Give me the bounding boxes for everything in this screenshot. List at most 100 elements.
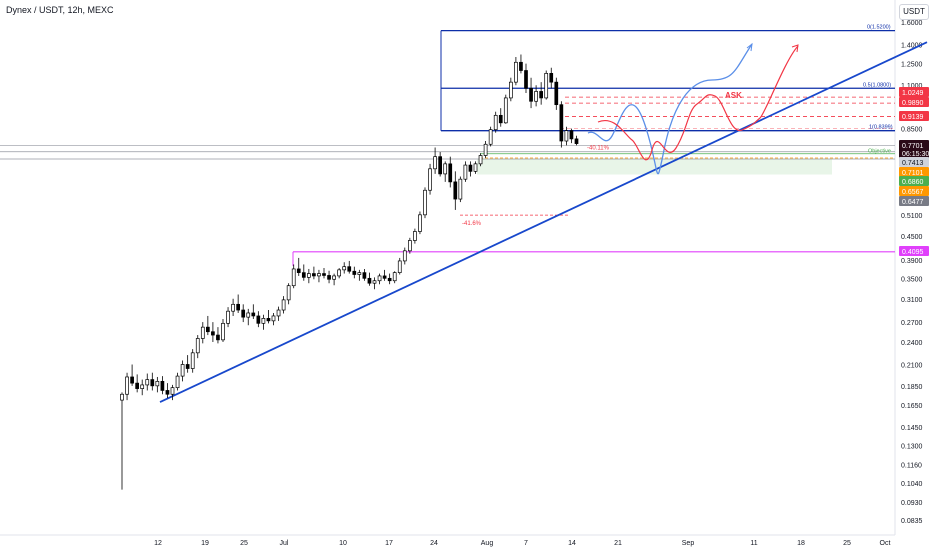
y-tick-label: 0.0930 [901, 500, 923, 507]
candle-body [408, 240, 412, 252]
candle-body [483, 143, 488, 156]
y-tick-label: 0.1040 [901, 481, 923, 488]
candle-body [347, 266, 352, 272]
candle-body [342, 266, 347, 271]
fib-0-label: 0(1.5200) [867, 25, 891, 31]
candle-body [514, 61, 518, 83]
candle-body [200, 326, 205, 339]
candle-body [574, 138, 579, 144]
candle-body [211, 331, 215, 336]
y-tick-label: 0.3500 [901, 276, 923, 283]
candle-body [170, 387, 175, 395]
candle-body [190, 352, 195, 369]
candle-body [332, 275, 336, 280]
candle-body [317, 273, 321, 277]
pct-small-label: -40.11% [587, 145, 610, 151]
candle-body [185, 364, 190, 369]
candle-body [155, 380, 160, 387]
candle-body [473, 163, 478, 172]
candle-body [286, 285, 291, 301]
candle-body [539, 91, 544, 99]
price-label-bg [899, 176, 929, 186]
candle-body [246, 312, 251, 318]
price-label-bg [899, 186, 929, 196]
candle-body [216, 334, 220, 341]
x-tick-label: 12 [154, 540, 162, 547]
price-label-text: 06:15:30 [902, 151, 929, 158]
candle-body [362, 272, 367, 279]
candle-body [544, 73, 549, 99]
candle-body [130, 376, 134, 384]
price-label-bg [899, 196, 929, 206]
candle-body [271, 315, 276, 322]
candle-body [448, 163, 453, 183]
candle-body [135, 382, 139, 389]
price-label-bg [899, 167, 929, 177]
candle-body [493, 114, 498, 131]
candle-body [433, 156, 437, 170]
x-tick-label: 18 [797, 540, 805, 547]
candle-body [291, 268, 296, 287]
projection-blue-arrowhead [746, 42, 753, 52]
y-tick-label: 1.4000 [901, 43, 923, 50]
candle-body [231, 303, 235, 312]
y-tick-label: 0.2700 [901, 320, 923, 327]
y-tick-label: 1.6000 [901, 20, 923, 27]
price-label-text: 0.7413 [902, 160, 924, 167]
y-tick-label: 0.1450 [901, 425, 923, 432]
candle-body [120, 393, 124, 401]
candle-body [140, 384, 145, 389]
x-tick-label: 14 [568, 540, 576, 547]
candle-body [175, 375, 180, 389]
candle-body [387, 277, 392, 282]
y-tick-label: 0.1300 [901, 443, 923, 450]
projection-red-path [597, 45, 799, 161]
candle-body [534, 91, 538, 102]
candle-body [478, 155, 483, 165]
candle-body [402, 250, 407, 262]
x-tick-label: 11 [750, 540, 757, 547]
candle-body [337, 269, 341, 277]
currency-button[interactable]: USDT [899, 4, 929, 20]
fib-1-label: 1(0.8399) [869, 125, 893, 131]
candle-body [498, 114, 503, 124]
x-tick-label: 25 [843, 540, 851, 547]
y-tick-label: 0.4500 [901, 234, 923, 241]
candle-body [443, 163, 448, 175]
candle-body [413, 231, 417, 241]
y-tick-label: 0.3100 [901, 297, 923, 304]
candle-body [382, 275, 387, 279]
candle-body [241, 309, 246, 318]
candle-body [226, 310, 230, 324]
candle-body [256, 315, 261, 324]
candle-body [322, 273, 326, 276]
price-label-bg [899, 140, 929, 150]
candle-body [367, 277, 372, 284]
price-label-bg [899, 148, 929, 158]
candle-body [503, 97, 508, 124]
y-tick-label: 0.1850 [901, 384, 923, 391]
candle-body [453, 181, 458, 200]
projection-blue-path [587, 43, 753, 175]
candle-body [236, 303, 240, 311]
candle-body [296, 268, 301, 273]
y-tick-label: 0.3900 [901, 258, 923, 265]
x-tick-label: 7 [524, 540, 528, 547]
price-label-text: 0.7701 [902, 143, 924, 150]
price-label-text: 0.6567 [902, 189, 924, 196]
chart-title: Dynex / USDT, 12h, MEXC [6, 5, 114, 15]
price-label-bg [899, 87, 929, 97]
x-tick-label: 10 [339, 540, 347, 547]
pct-drop-label: -41.6% [462, 221, 482, 227]
y-tick-label: 0.2400 [901, 340, 923, 347]
candle-body [312, 273, 316, 277]
candle-body [524, 70, 528, 89]
candle-body [423, 189, 427, 216]
price-label-text: 0.4095 [902, 249, 924, 256]
candle-body [372, 280, 377, 284]
candle-body [145, 379, 150, 386]
x-tick-label: Jul [280, 540, 289, 547]
candle-body [327, 275, 331, 280]
price-label-text: 0.6477 [902, 199, 924, 206]
